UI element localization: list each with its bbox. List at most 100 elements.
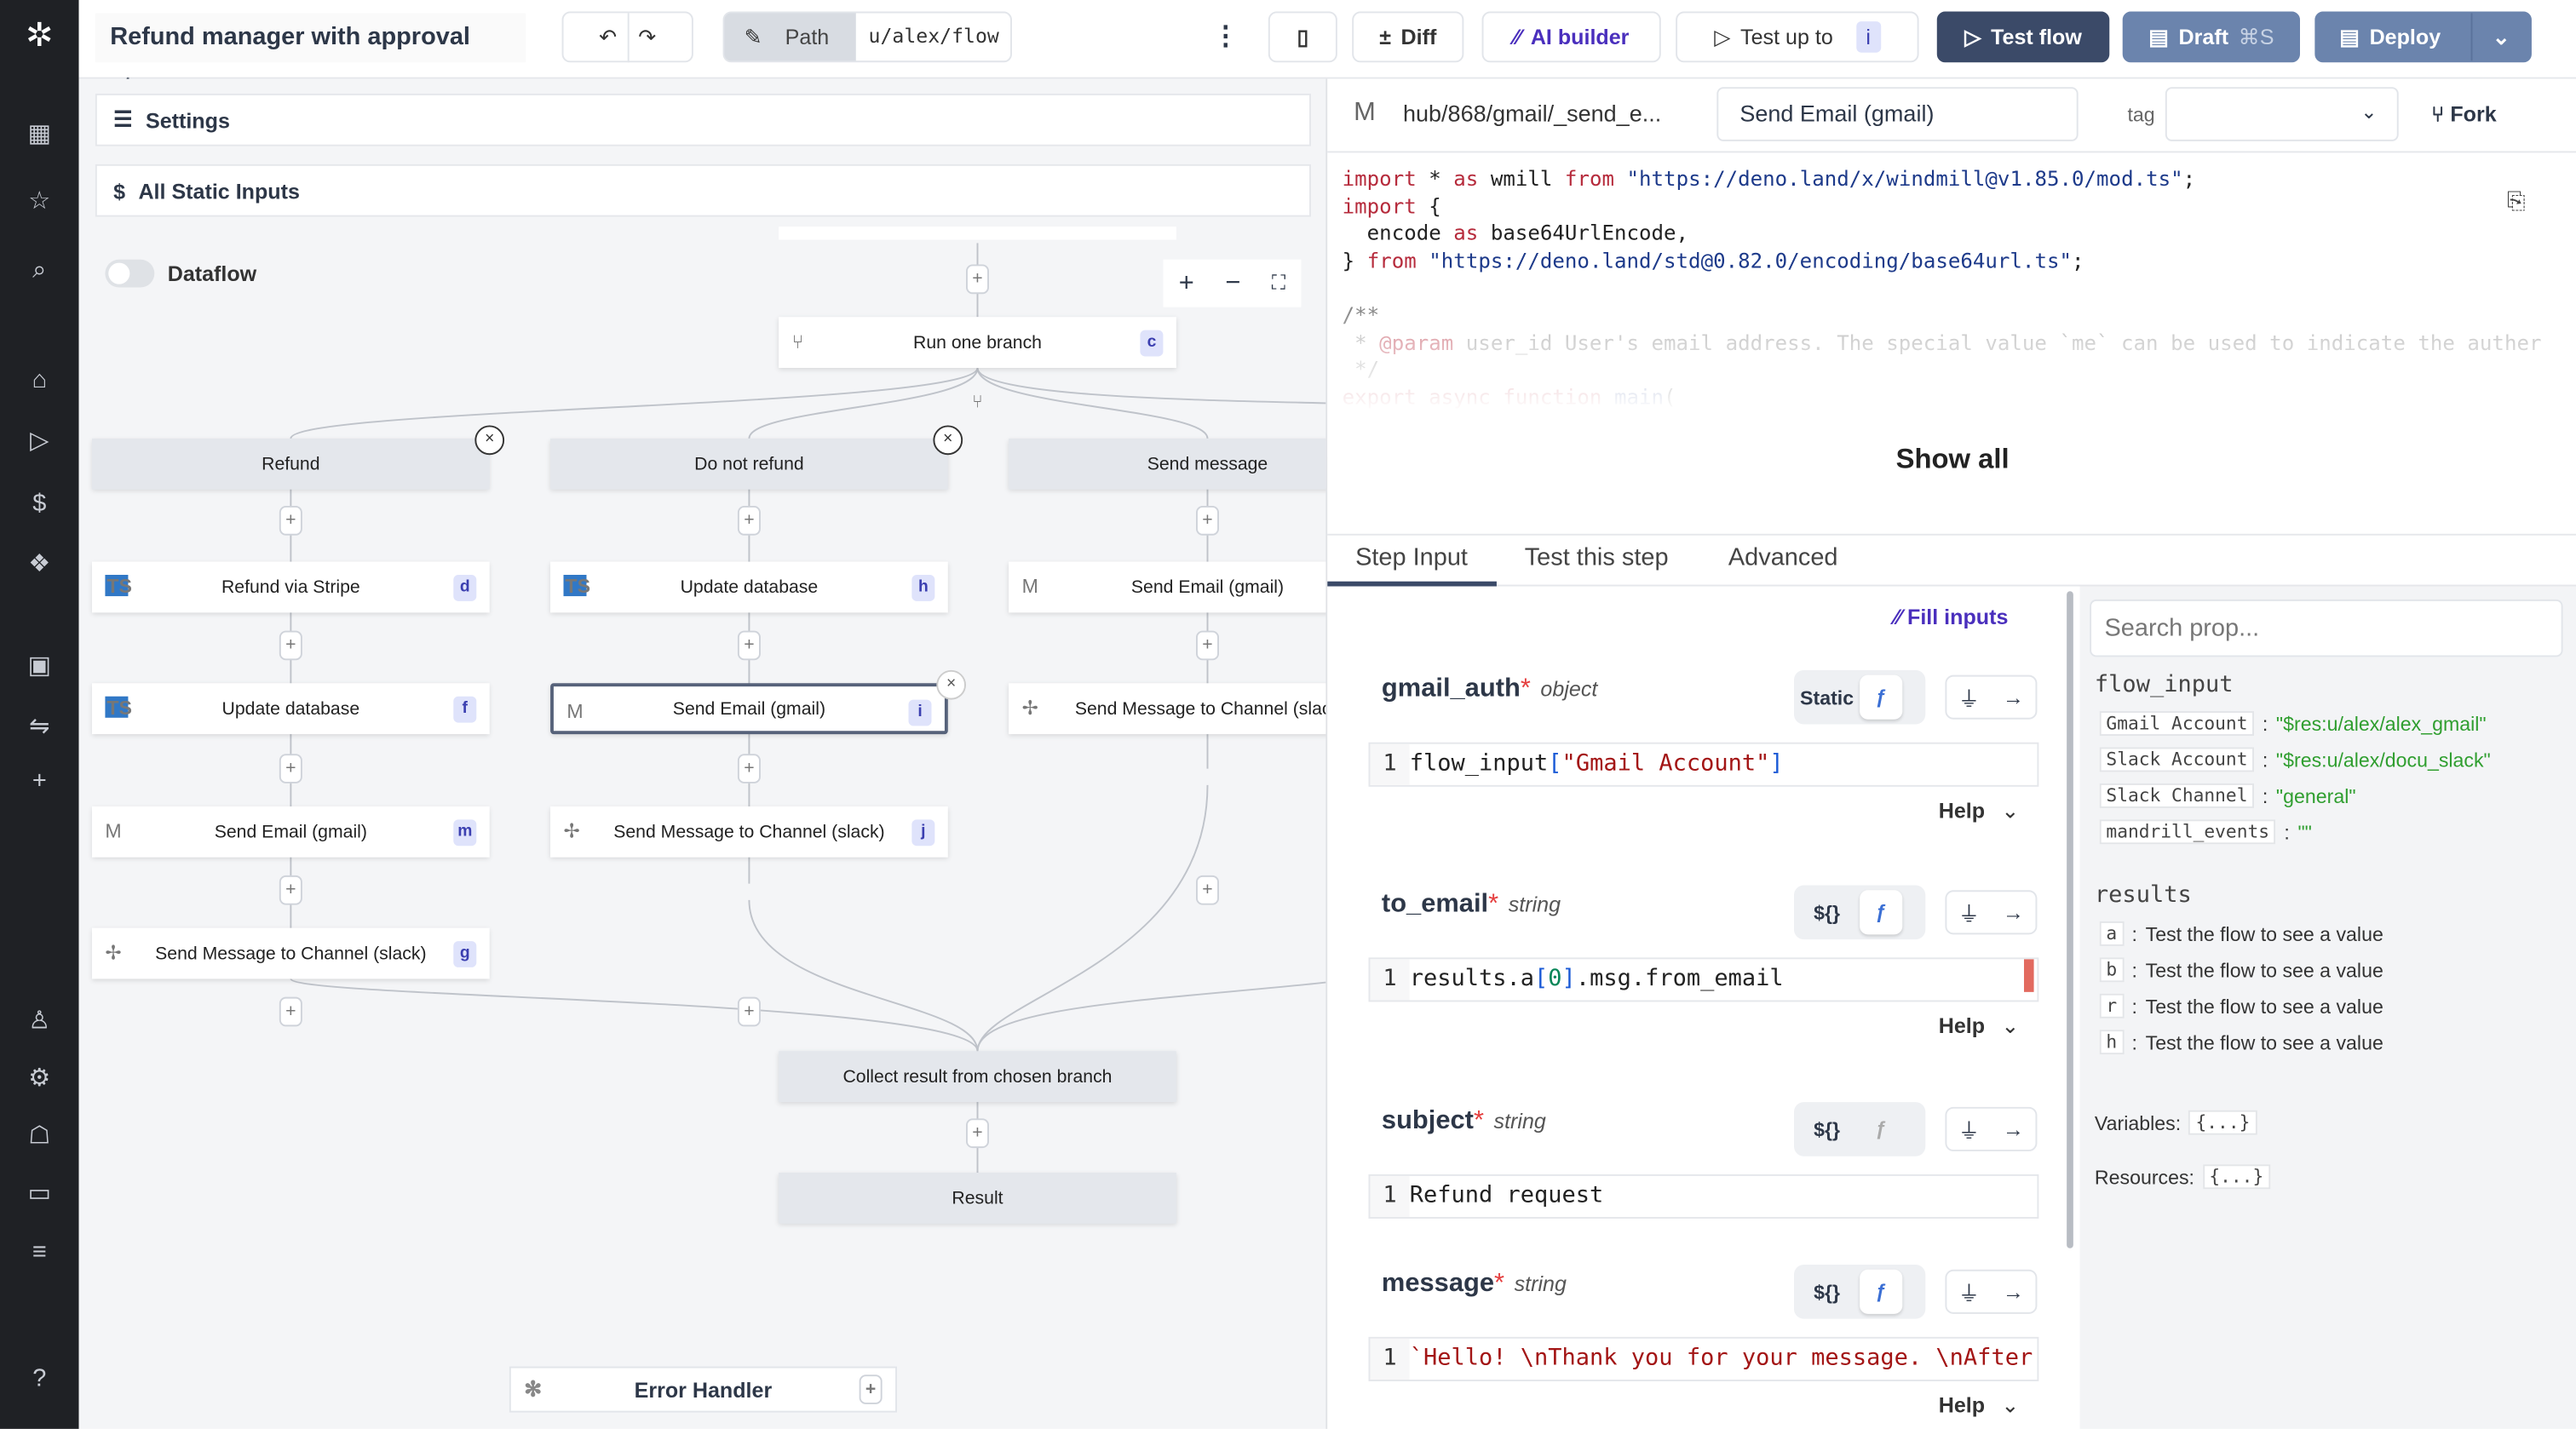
input-mode-toggle[interactable]: ${} ƒ (1793, 885, 1926, 940)
settings-icon[interactable]: ⚙ (28, 1064, 51, 1093)
static-inputs-bar[interactable]: $ All Static Inputs (95, 164, 1311, 217)
search-icon[interactable]: ⌕ (32, 255, 47, 284)
input-mode-toggle[interactable]: Static ƒ (1793, 669, 1926, 725)
bot-icon[interactable]: ☖ (28, 1122, 51, 1150)
prop-key[interactable]: b (2099, 957, 2124, 983)
prop-row[interactable]: b: Test the flow to see a value (2099, 957, 2383, 983)
prop-key[interactable]: Slack Account (2099, 747, 2255, 772)
flow-step-node[interactable]: TS Update database h (550, 561, 948, 613)
input-editor-message[interactable]: 1 `Hello! \nThank you for your message. \… (1368, 1336, 2039, 1381)
flow-step-node[interactable]: ✢ Send Message to Channel (slack (1009, 683, 1326, 735)
tab-advanced[interactable]: Advanced (1728, 543, 1838, 572)
input-mode-toggle[interactable]: ${} ƒ (1793, 1264, 1926, 1319)
home-icon[interactable]: ⌂ (32, 366, 48, 394)
flow-step-node[interactable]: ✢ Send Message to Channel (slack) j (550, 806, 948, 858)
prop-key[interactable]: Gmail Account (2099, 711, 2255, 736)
folder-icon[interactable]: ▭ (27, 1179, 51, 1208)
tab-test-this-step[interactable]: Test this step (1524, 543, 1669, 572)
run-one-branch-node[interactable]: ⑂ Run one branch c (779, 317, 1176, 368)
flow-canvas[interactable]: ☰ Settings $ All Static Inputs Dataflow + −… (78, 78, 1328, 1429)
function-mode-icon[interactable]: ƒ (1860, 1269, 1903, 1314)
error-handler-node[interactable]: ✻ Error Handler + (509, 1366, 897, 1413)
help-toggle[interactable]: Help ⌄ (1939, 1013, 2020, 1040)
flow-step-node[interactable]: M Send Email (gmail) m (91, 806, 490, 858)
list-icon[interactable]: ≡ (32, 1238, 47, 1266)
add-step-button[interactable]: + (279, 996, 302, 1027)
zoom-out-icon[interactable]: − (1225, 268, 1241, 297)
add-step-button[interactable]: + (279, 875, 302, 905)
add-branch-button[interactable]: ⑂ (965, 389, 989, 419)
windmill-logo-icon[interactable]: ✲ (26, 18, 54, 55)
function-mode-icon[interactable]: ƒ (1875, 1116, 1887, 1140)
fill-inputs-button[interactable]: ⁄⁄ Fill inputs (1895, 605, 2009, 629)
flow-step-node[interactable]: ✢ Send Message to Channel (slack) g (91, 927, 490, 979)
diff-button[interactable]: ± Diff (1352, 11, 1464, 63)
input-editor-to_email[interactable]: 1 results.a[0].msg.from_email (1368, 957, 2039, 1002)
add-step-button[interactable]: + (965, 264, 989, 295)
test-flow-button[interactable]: ▷ Test flow (1936, 11, 2110, 63)
prop-row[interactable]: mandrill_events: "" (2099, 819, 2312, 845)
result-node[interactable]: Result (779, 1172, 1176, 1224)
prop-row[interactable]: a: Test the flow to see a value (2099, 921, 2383, 946)
input-mode-label[interactable]: Static (1800, 686, 1854, 709)
show-all-button[interactable]: Show all (1895, 443, 2010, 475)
add-step-button[interactable]: + (279, 630, 302, 661)
flow-title-input[interactable]: Refund manager with approval step (95, 13, 526, 100)
dashboard-icon[interactable]: ▦ (27, 119, 51, 148)
remove-branch-icon[interactable]: × (474, 425, 505, 456)
docs-button[interactable]: ▯ (1268, 11, 1337, 63)
tag-select[interactable]: ⌄ (2165, 87, 2399, 141)
flow-step-node[interactable]: TS Refund via Stripe d (91, 561, 490, 613)
input-mode-toggle[interactable]: ${} ƒ (1793, 1102, 1926, 1156)
dataflow-toggle[interactable] (105, 259, 155, 288)
route-icon[interactable]: ⇋ (29, 712, 50, 741)
fork-button[interactable]: ⑂ Fork (2431, 102, 2496, 127)
input-editor-subject[interactable]: 1 Refund request (1368, 1174, 2039, 1219)
prop-key[interactable]: h (2099, 1030, 2124, 1055)
add-step-button[interactable]: + (737, 996, 761, 1027)
more-menu-icon[interactable]: ⋮ (1212, 22, 1239, 51)
input-mode-label[interactable]: ${} (1814, 1280, 1840, 1304)
dollar-icon[interactable]: $ (32, 489, 47, 518)
flow-step-node[interactable]: M Send Email (gmail) (1009, 561, 1326, 613)
path-value[interactable]: u/alex/flow (855, 13, 1011, 61)
connect-button[interactable]: ⏚ → (1945, 1106, 2038, 1151)
prop-key[interactable]: Slack Channel (2099, 783, 2255, 808)
remove-branch-icon[interactable]: × (933, 425, 963, 456)
function-mode-icon[interactable]: ƒ (1860, 674, 1903, 720)
step-summary-input[interactable]: Send Email (gmail) (1716, 87, 2079, 141)
collect-result-node[interactable]: Collect result from chosen branch (779, 1051, 1176, 1103)
help-toggle[interactable]: Help ⌄ (1939, 798, 2020, 824)
input-mode-label[interactable]: ${} (1814, 1117, 1840, 1141)
add-step-button[interactable]: + (737, 754, 761, 783)
flow-step-node[interactable]: TS Update database f (91, 683, 490, 735)
test-up-to-button[interactable]: ▷ Test up to i (1676, 11, 1919, 63)
settings-bar[interactable]: ☰ Settings (95, 93, 1311, 146)
prop-row[interactable]: Gmail Account: "$res:u/alex/alex_gmail" (2099, 711, 2487, 736)
connect-button[interactable]: ⏚ → (1945, 890, 2038, 935)
add-error-handler-button[interactable]: + (859, 1374, 883, 1404)
branch-header-2[interactable]: Send message (1009, 438, 1326, 490)
deploy-options-chevron-icon[interactable]: ⌄ (2470, 13, 2530, 61)
copy-clipboard-icon[interactable]: ⎘ (2506, 187, 2526, 214)
connect-button[interactable]: ⏚ → (1945, 1269, 2038, 1314)
prop-key[interactable]: a (2099, 921, 2124, 946)
prop-row[interactable]: Slack Channel: "general" (2099, 783, 2356, 808)
inputs-scrollbar[interactable] (2067, 591, 2073, 1248)
add-step-button[interactable]: + (737, 505, 761, 536)
help-toggle[interactable]: Help ⌄ (1939, 1392, 2020, 1419)
connect-button[interactable]: ⏚ → (1945, 674, 2038, 720)
input-mode-label[interactable]: ${} (1814, 900, 1840, 924)
draft-button[interactable]: ▤ Draft ⌘S (2122, 11, 2300, 63)
fit-view-icon[interactable]: ⛶ (1271, 271, 1286, 295)
redo-icon[interactable]: ↷ (638, 23, 657, 49)
zoom-in-icon[interactable]: + (1178, 268, 1194, 297)
search-prop-input[interactable]: Search prop... (2090, 599, 2563, 657)
add-step-button[interactable]: + (279, 505, 302, 536)
help-icon[interactable]: ? (32, 1364, 47, 1393)
boxes-icon[interactable]: ❖ (28, 550, 51, 578)
prop-row[interactable]: Slack Account: "$res:u/alex/docu_slack" (2099, 747, 2491, 772)
delete-step-icon[interactable]: × (936, 669, 966, 700)
add-step-button[interactable]: + (737, 630, 761, 661)
play-icon[interactable]: ▷ (30, 427, 49, 456)
